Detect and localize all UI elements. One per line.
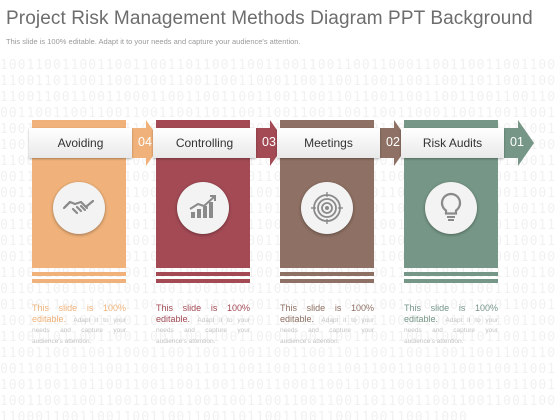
step-description: This slide is 100% editable. Adapt it to… — [404, 303, 498, 345]
step-number: 01 — [510, 135, 524, 149]
step-description-rest: Adapt it to your needs and capture your … — [404, 316, 498, 345]
step-description-rest: Adapt it to your needs and capture your … — [32, 316, 126, 345]
step-label: Avoiding — [29, 128, 132, 158]
target-icon — [311, 192, 343, 224]
icon-circle — [53, 182, 105, 234]
card-stripe — [280, 279, 374, 283]
step-description-lead: This slide is 100% editable. — [32, 303, 126, 324]
slide-title: Project Risk Management Methods Diagram … — [6, 8, 533, 29]
step-label: Controlling — [153, 128, 256, 158]
card-stripe — [156, 272, 250, 276]
arrow-shape — [504, 120, 534, 166]
step-number: 04 — [138, 135, 152, 149]
slide-subtitle: This slide is 100% editable. Adapt it to… — [6, 37, 301, 46]
step-description-lead: This slide is 100% editable. — [156, 303, 250, 324]
step-number: 03 — [262, 135, 276, 149]
step-label: Meetings — [277, 128, 380, 158]
card-stripe — [32, 279, 126, 283]
growth-chart-icon — [189, 195, 216, 218]
lightbulb-icon — [440, 192, 462, 221]
step-description-rest: Adapt it to your needs and capture your … — [280, 316, 374, 345]
step-label: Risk Audits — [401, 128, 504, 158]
card-stripe — [404, 279, 498, 283]
icon-circle — [425, 182, 477, 234]
arrow-shape — [380, 120, 410, 166]
icon-circle — [301, 182, 353, 234]
step-description-lead: This slide is 100% editable. — [280, 303, 374, 324]
card-stripe — [156, 279, 250, 283]
card-stripe — [404, 272, 498, 276]
step-number: 02 — [386, 135, 400, 149]
arrow-shape — [132, 120, 162, 166]
step-description: This slide is 100% editable. Adapt it to… — [32, 303, 126, 345]
step-description-rest: Adapt it to your needs and capture your … — [156, 316, 250, 345]
step-description: This slide is 100% editable. Adapt it to… — [156, 303, 250, 345]
icon-circle — [177, 182, 229, 234]
arrow-shape — [256, 120, 286, 166]
step-description-lead: This slide is 100% editable. — [404, 303, 498, 324]
card-stripe — [32, 272, 126, 276]
step-description: This slide is 100% editable. Adapt it to… — [280, 303, 374, 345]
handshake-icon — [62, 199, 95, 215]
card-stripe — [280, 272, 374, 276]
